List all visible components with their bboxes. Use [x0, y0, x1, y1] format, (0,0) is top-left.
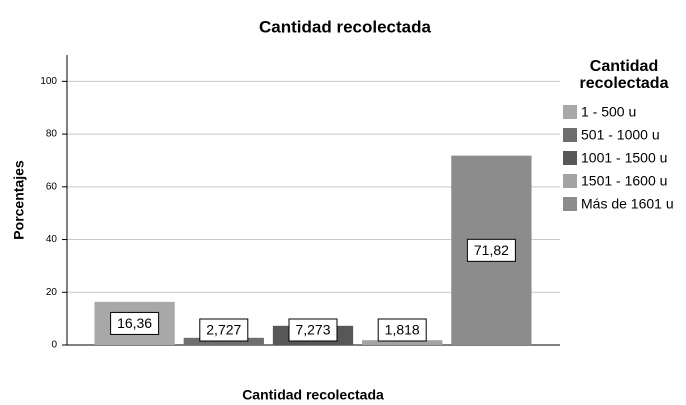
value-label: 2,727 — [206, 322, 241, 338]
value-label: 1,818 — [385, 322, 420, 338]
y-tick-label: 80 — [46, 129, 58, 140]
legend-swatch — [563, 128, 577, 142]
y-tick-label: 100 — [40, 76, 57, 87]
legend-swatch — [563, 174, 577, 188]
legend-label: 1 - 500 u — [581, 104, 636, 120]
value-label: 71,82 — [474, 242, 509, 258]
y-tick-label: 20 — [46, 287, 58, 298]
legend-label: 1501 - 1600 u — [581, 173, 667, 189]
legend-swatch — [563, 197, 577, 211]
y-tick-label: 0 — [51, 340, 57, 351]
value-label: 7,273 — [295, 322, 330, 338]
legend-label: 1001 - 1500 u — [581, 150, 667, 166]
x-axis-label: Cantidad recolectada — [242, 387, 384, 403]
legend-swatch — [563, 151, 577, 165]
bar — [362, 340, 443, 345]
value-label-box — [288, 318, 338, 342]
value-label: 16,36 — [117, 315, 152, 331]
y-axis-label: Porcentajes — [11, 160, 27, 240]
value-label-box — [110, 311, 160, 335]
y-tick-label: 60 — [46, 181, 58, 192]
legend-label: 501 - 1000 u — [581, 127, 660, 143]
y-tick-label: 40 — [46, 234, 58, 245]
value-label-box — [377, 318, 427, 342]
legend-swatch — [563, 105, 577, 119]
value-label-box — [199, 318, 249, 342]
legend-label: Más de 1601 u — [581, 196, 674, 212]
legend-title: Cantidad recolectada — [579, 58, 669, 92]
chart-title: Cantidad recolectada — [259, 17, 431, 36]
value-label-box — [466, 238, 516, 262]
